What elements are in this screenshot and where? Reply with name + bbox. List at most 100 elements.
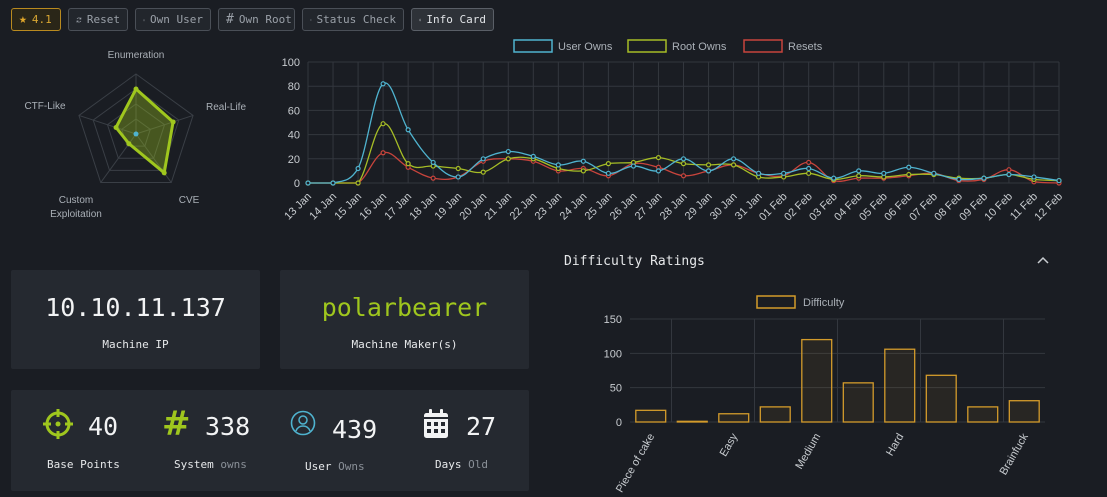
series-point [555,162,561,168]
reset-button[interactable]: Reset [68,8,128,31]
series-point [906,164,912,170]
rating-button[interactable]: ★ 4.1 [11,8,61,31]
series-point [1006,167,1012,173]
radar-axis-line [78,114,137,135]
status-check-label: Status Check [316,13,396,26]
machine-ip-value[interactable]: 10.10.11.137 [45,293,226,322]
series-point [430,175,436,181]
series-point [480,169,486,175]
x-tick-label: 25 Jan [583,191,615,223]
own-root-button[interactable]: # Own Root [218,8,295,31]
x-tick-label: 30 Jan [708,191,740,223]
radar-point [113,125,119,131]
series-point [580,158,586,164]
series-point [680,156,687,162]
x-tick-label: 13 Jan [282,191,314,223]
hash-icon: # [226,12,234,27]
series-point [806,165,812,172]
x-tick-label: 17 Jan [382,191,414,223]
x-tick-label: 26 Jan [608,191,640,223]
machine-maker-label: Machine Maker(s) [351,338,458,351]
series-point [380,81,386,87]
series-point [630,163,637,169]
series-point [455,165,461,172]
difficulty-bar [718,413,750,423]
machine-ip-label: Machine IP [102,338,169,351]
y-tick-label: 100 [604,348,622,360]
radar-axis-label: CVE [179,195,200,206]
radar-grid-ring [78,73,194,184]
difficulty-bar [801,338,833,423]
calendar-icon [424,409,448,438]
series-point [355,165,361,172]
user-icon [143,18,145,21]
reset-label: Reset [86,13,120,26]
radar-point [126,141,132,147]
y-tick-label: 80 [288,81,300,93]
own-user-button[interactable]: Own User [135,8,211,31]
machine-maker-value[interactable]: polarbearer [321,293,488,322]
radar-axis-label: Enumeration [108,50,165,61]
machine-ip-card: 10.10.11.137 Machine IP [11,270,260,369]
user-owns-value: 439 [332,415,378,444]
y-tick-label: 0 [616,417,622,429]
x-tick-label: 28 Jan [658,191,690,223]
status-check-button[interactable]: Status Check [302,8,404,31]
x-tick-label: 20 Jan [458,191,490,223]
series-point [881,170,887,176]
user-owns-label: User Owns [305,460,365,473]
hash-icon: # [162,404,191,444]
radar-axis-label: Exploitation [50,209,102,220]
x-tick-label: 19 Jan [432,191,464,223]
chevron-up-icon[interactable] [1036,254,1050,266]
days-old-label: Days Old [435,458,488,471]
x-tick-label: 12 Feb [1032,191,1065,224]
radar-chart: Enumeration Real-Life CVE Custom Exploitatio… [24,50,246,220]
series-point [330,180,336,186]
y-tick-label: 50 [610,383,622,395]
y-tick-label: 0 [294,178,300,190]
series-point [806,170,812,176]
x-tick-label: Easy [718,431,741,459]
radar-point [161,170,167,176]
series-point [405,161,411,167]
series-point [680,161,687,167]
x-tick-label: 29 Jan [683,191,715,223]
legend-label: Resets [788,41,823,53]
series-point [705,168,712,174]
legend-label: User Owns [558,41,613,53]
y-tick-label: 100 [282,57,300,69]
radar-axis-line [135,114,194,135]
own-root-label: Own Root [238,13,292,26]
x-tick-label: 15 Jan [332,191,364,223]
radar-grid-ring [106,103,166,159]
radar-point [133,86,139,92]
x-tick-label: 14 Jan [307,191,339,223]
series-point [380,121,386,127]
x-tick-label: 18 Jan [407,191,439,223]
refresh-icon [76,16,82,23]
x-tick-label: Piece of cake [614,432,657,495]
series-point [1006,171,1012,178]
series-point [355,180,361,186]
series-point [305,180,311,186]
info-card-button[interactable]: Info Card [411,8,494,31]
legend-swatch [743,39,783,53]
difficulty-bar [759,406,791,423]
info-card-label: Info Card [426,13,486,26]
series-point [380,150,386,156]
series-point [756,170,762,176]
x-tick-label: 16 Jan [357,191,389,223]
user-circle-icon [290,410,316,436]
series-point [856,173,862,179]
radar-grid-ring [121,118,151,147]
legend-swatch [756,295,796,309]
series-point [505,156,511,162]
x-tick-label: 27 Jan [633,191,665,223]
difficulty-bar [635,409,667,423]
server-icon [310,18,312,21]
machine-maker-card: polarbearer Machine Maker(s) [280,270,529,369]
series-point [931,170,937,176]
base-points-value: 40 [88,412,119,441]
